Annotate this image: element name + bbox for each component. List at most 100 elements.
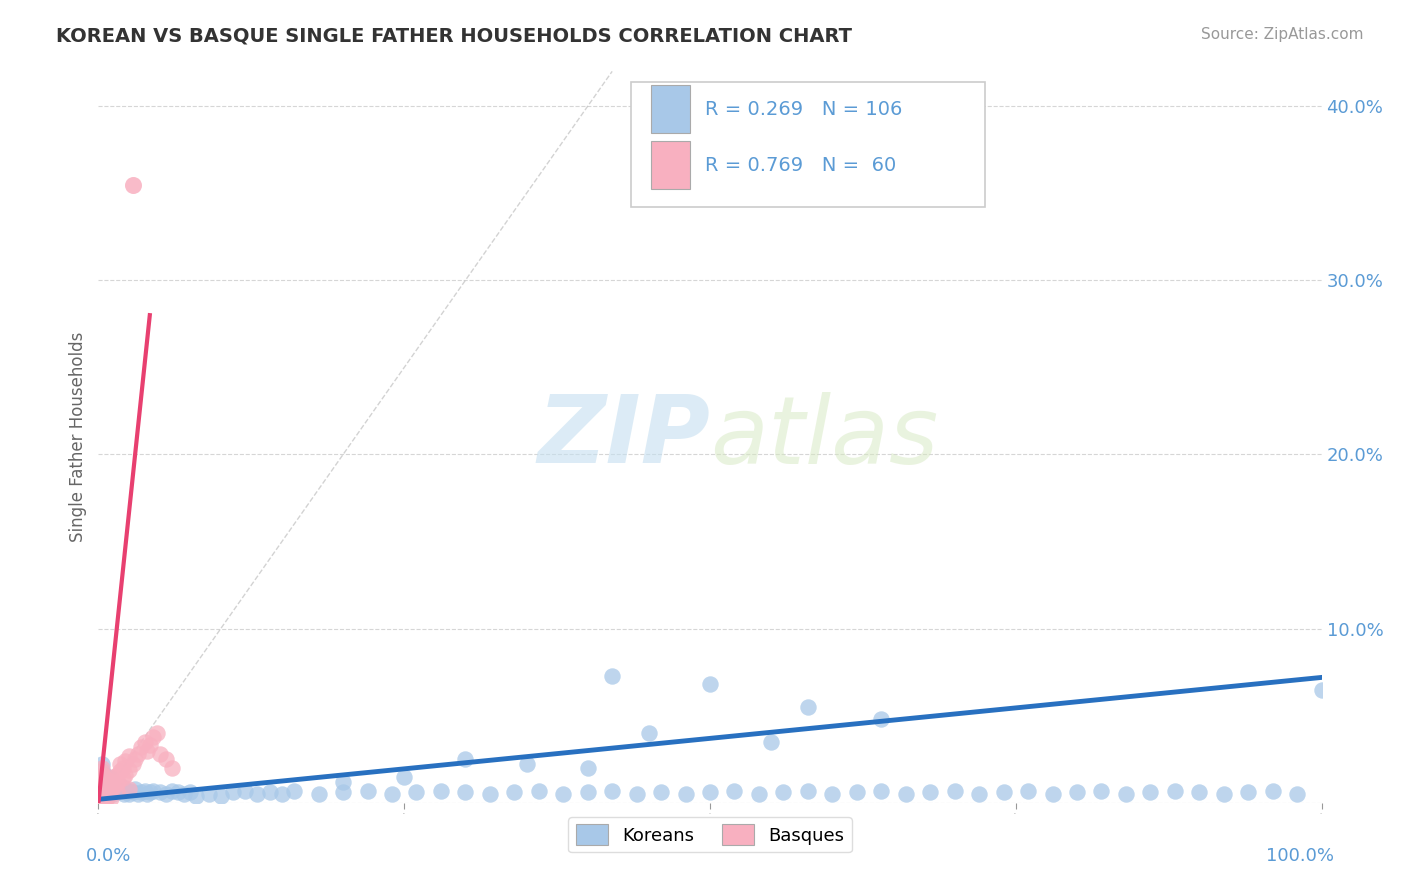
Point — [139, 785, 162, 799]
Point — [270, 787, 294, 801]
Point — [118, 781, 141, 796]
Bar — [651, 86, 690, 133]
Point — [160, 783, 183, 797]
Point — [91, 777, 114, 791]
Point — [155, 787, 177, 801]
Point — [134, 735, 156, 749]
Point — [1237, 785, 1260, 799]
Point — [332, 785, 354, 799]
Point — [107, 785, 129, 799]
Point — [920, 785, 942, 799]
Point — [1286, 787, 1309, 801]
Point — [142, 730, 165, 744]
Point — [1188, 785, 1211, 799]
Point — [1090, 783, 1112, 797]
Point — [89, 778, 111, 792]
Point — [136, 787, 159, 801]
Point — [894, 787, 917, 801]
Point — [90, 789, 112, 803]
Bar — [651, 142, 690, 189]
Point — [112, 787, 135, 801]
Point — [94, 787, 117, 801]
Point — [259, 785, 281, 799]
Point — [97, 777, 120, 791]
Point — [967, 787, 990, 801]
Point — [124, 752, 146, 766]
Point — [553, 787, 575, 801]
Point — [96, 790, 118, 805]
Point — [748, 787, 770, 801]
Point — [97, 783, 120, 797]
Point — [110, 783, 132, 797]
Point — [93, 789, 115, 803]
Point — [127, 747, 149, 761]
Point — [797, 783, 820, 797]
Point — [91, 785, 114, 799]
Point — [97, 781, 120, 796]
Point — [308, 787, 330, 801]
Point — [870, 712, 893, 726]
Point — [96, 777, 118, 791]
Point — [1066, 785, 1088, 799]
FancyBboxPatch shape — [630, 82, 986, 207]
Point — [93, 780, 115, 794]
Text: R = 0.769   N =  60: R = 0.769 N = 60 — [706, 156, 897, 175]
Point — [96, 785, 118, 799]
Point — [129, 740, 152, 755]
Point — [90, 772, 112, 786]
Point — [89, 787, 111, 801]
Point — [772, 785, 794, 799]
Point — [1164, 783, 1187, 797]
Point — [111, 761, 134, 775]
Point — [1212, 787, 1234, 801]
Point — [186, 789, 208, 803]
Point — [142, 783, 165, 797]
Point — [100, 785, 122, 799]
Point — [91, 761, 114, 775]
Point — [993, 785, 1015, 799]
Point — [600, 783, 623, 797]
Text: 100.0%: 100.0% — [1265, 847, 1334, 864]
Point — [107, 775, 129, 789]
Point — [98, 781, 121, 796]
Point — [139, 739, 162, 753]
Point — [637, 726, 661, 740]
Point — [94, 783, 117, 797]
Point — [98, 775, 121, 789]
Point — [209, 789, 232, 803]
Point — [105, 781, 128, 796]
Point — [110, 757, 132, 772]
Point — [118, 783, 141, 797]
Point — [89, 770, 111, 784]
Point — [91, 785, 114, 799]
Text: atlas: atlas — [710, 392, 938, 483]
Point — [626, 787, 648, 801]
Point — [283, 783, 305, 797]
Point — [100, 772, 122, 786]
Point — [93, 768, 115, 782]
Text: ZIP: ZIP — [537, 391, 710, 483]
Point — [127, 787, 149, 801]
Point — [943, 783, 966, 797]
Point — [101, 780, 124, 794]
Point — [699, 677, 721, 691]
Point — [233, 783, 256, 797]
Text: KOREAN VS BASQUE SINGLE FATHER HOUSEHOLDS CORRELATION CHART: KOREAN VS BASQUE SINGLE FATHER HOUSEHOLD… — [56, 27, 852, 45]
Text: Source: ZipAtlas.com: Source: ZipAtlas.com — [1201, 27, 1364, 42]
Point — [515, 757, 537, 772]
Point — [430, 783, 453, 797]
Point — [100, 783, 122, 797]
Point — [821, 787, 844, 801]
Point — [1115, 787, 1137, 801]
Point — [160, 761, 183, 775]
Point — [761, 735, 783, 749]
Point — [100, 790, 122, 805]
Point — [149, 747, 172, 761]
Point — [503, 785, 526, 799]
Point — [91, 773, 114, 788]
Point — [101, 770, 124, 784]
Point — [576, 761, 599, 775]
Point — [1261, 783, 1284, 797]
Point — [98, 787, 121, 801]
Point — [405, 785, 427, 799]
